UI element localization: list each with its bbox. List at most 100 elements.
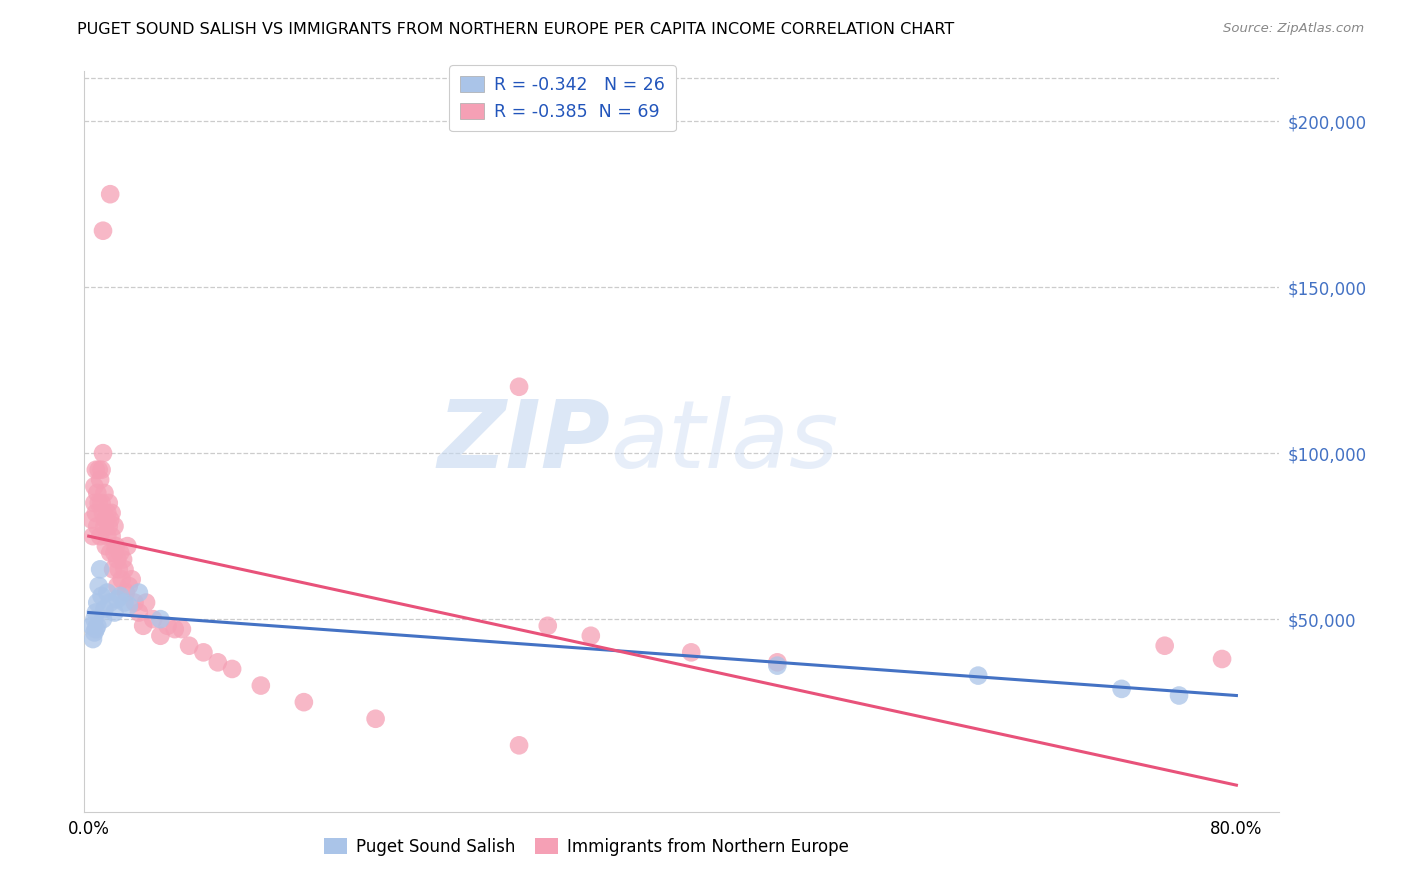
Point [98,187,121,202]
Point [97,496,120,510]
Point [207,656,229,670]
Text: ZIP: ZIP [437,395,610,488]
Point [96,585,118,599]
Point [149,629,172,643]
Point [250,679,273,693]
Point [84,463,107,477]
Point [82,632,104,646]
Point [110,546,132,560]
Point [89,473,111,487]
Point [508,739,530,753]
Point [98,512,121,526]
Point [80,619,103,633]
Point [110,589,132,603]
Point [93,519,115,533]
Text: Source: ZipAtlas.com: Source: ZipAtlas.com [1223,22,1364,36]
Point [90,463,112,477]
Point [89,562,111,576]
Point [86,596,108,610]
Point [118,599,141,613]
Point [103,546,125,560]
Point [98,546,121,560]
Point [84,622,107,636]
Point [221,662,243,676]
Point [1111,681,1133,696]
Point [94,512,117,526]
Point [177,639,200,653]
Point [101,562,124,576]
Point [967,668,990,682]
Point [149,612,172,626]
Point [87,496,110,510]
Point [112,552,135,566]
Point [170,622,193,636]
Point [128,606,150,620]
Point [115,585,138,599]
Point [86,519,108,533]
Point [103,519,125,533]
Point [84,506,107,520]
Point [83,625,105,640]
Point [103,606,125,620]
Point [93,486,115,500]
Point [121,572,143,586]
Point [83,479,105,493]
Text: atlas: atlas [610,396,838,487]
Point [83,496,105,510]
Point [681,645,703,659]
Point [107,562,129,576]
Point [292,695,315,709]
Point [83,612,105,626]
Point [96,506,118,520]
Point [105,592,128,607]
Point [156,619,179,633]
Point [86,619,108,633]
Point [1153,639,1175,653]
Point [87,463,110,477]
Point [97,519,120,533]
Point [766,658,789,673]
Point [96,529,118,543]
Point [142,612,165,626]
Point [104,539,127,553]
Point [100,506,122,520]
Point [94,539,117,553]
Point [100,529,122,543]
Text: PUGET SOUND SALISH VS IMMIGRANTS FROM NORTHERN EUROPE PER CAPITA INCOME CORRELAT: PUGET SOUND SALISH VS IMMIGRANTS FROM NO… [77,22,955,37]
Point [1211,652,1233,666]
Point [364,712,387,726]
Point [91,612,114,626]
Legend: Puget Sound Salish, Immigrants from Northern Europe: Puget Sound Salish, Immigrants from Nort… [318,831,855,863]
Point [87,579,110,593]
Point [90,589,112,603]
Point [193,645,215,659]
Point [579,629,602,643]
Point [86,486,108,500]
Point [114,562,136,576]
Point [124,596,146,610]
Point [105,552,128,566]
Point [105,579,128,593]
Point [766,656,789,670]
Point [537,619,560,633]
Point [1168,689,1191,703]
Point [89,529,111,543]
Point [118,579,141,593]
Point [117,539,139,553]
Point [90,496,112,510]
Point [132,619,155,633]
Point [163,622,186,636]
Point [98,596,121,610]
Point [82,529,104,543]
Point [135,596,157,610]
Point [508,380,530,394]
Point [91,224,114,238]
Point [111,572,134,586]
Point [93,602,115,616]
Point [84,606,107,620]
Point [91,446,114,460]
Point [114,596,136,610]
Point [128,585,150,599]
Point [80,512,103,526]
Point [91,506,114,520]
